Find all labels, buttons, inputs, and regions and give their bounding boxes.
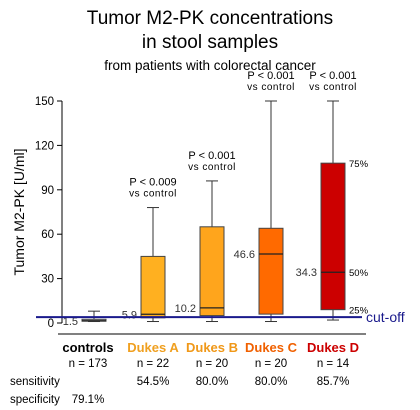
chart-subtitle: from patients with colorectal cancer (104, 58, 316, 73)
median-label: 46.6 (234, 249, 255, 261)
percentile-label: 50% (349, 268, 369, 279)
p-value-label: P < 0.001 (309, 70, 356, 82)
group-n: n = 173 (68, 358, 108, 370)
y-axis-label: Tumor M2-PK [U/ml] (11, 148, 27, 275)
box-dukes-d (320, 162, 346, 311)
sensitivity-value: 80.0% (195, 376, 229, 388)
group-n: n = 20 (195, 358, 229, 370)
sensitivity-value: 85.7% (316, 376, 350, 388)
y-tick-label: 60 (41, 229, 54, 241)
p-value-note: vs control (247, 82, 295, 93)
group-name: Dukes C (244, 340, 298, 355)
percentile-label: 75% (349, 159, 369, 170)
box-dukes-a (140, 255, 166, 319)
percentile-label: 25% (349, 306, 369, 317)
box-dukes-c (258, 227, 284, 315)
y-tick-label: 30 (41, 274, 54, 286)
group-n: n = 14 (316, 358, 350, 370)
cutoff-label: cut-off (366, 309, 405, 325)
median-label: 5.9 (122, 309, 137, 321)
group-n: n = 20 (254, 358, 288, 370)
p-value-label: P < 0.009 (129, 177, 176, 189)
median-label: 1.5 (63, 316, 78, 328)
y-tick-label: 120 (35, 140, 54, 152)
chart-title-line2: in stool samples (141, 32, 279, 53)
y-tick-label: 0 (48, 318, 54, 330)
sensitivity-value: 80.0% (254, 376, 288, 388)
group-name: Dukes A (127, 340, 179, 355)
p-value-note: vs control (309, 82, 357, 93)
median-label: 10.2 (175, 303, 196, 315)
sensitivity-value: 54.5% (136, 376, 170, 388)
box-dukes-b (199, 226, 225, 317)
sensitivity-row-label: sensitivity (10, 376, 60, 388)
specificity-value: 79.1% (71, 394, 105, 406)
group-name: Dukes B (185, 340, 239, 355)
group-n: n = 22 (136, 358, 170, 370)
median-label: 34.3 (296, 267, 317, 279)
p-value-note: vs control (188, 162, 236, 173)
group-name: Dukes D (306, 340, 360, 355)
specificity-row-label: specificity (10, 394, 60, 406)
p-value-label: P < 0.001 (247, 70, 294, 82)
p-value-label: P < 0.001 (188, 150, 235, 162)
p-value-note: vs control (129, 189, 177, 200)
chart-title: Tumor M2-PK concentrations (86, 8, 334, 29)
y-tick-label: 150 (35, 96, 54, 108)
group-name: controls (62, 340, 114, 355)
y-tick-label: 90 (41, 185, 54, 197)
